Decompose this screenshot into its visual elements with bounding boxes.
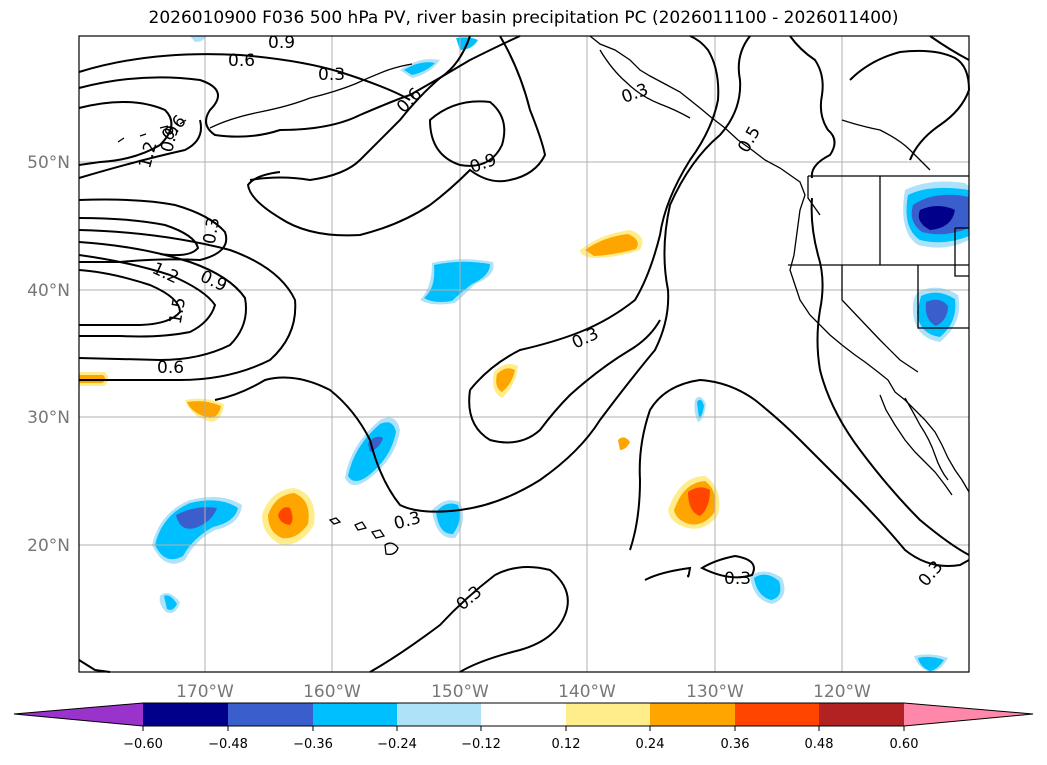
latitude-labels: 50°N 40°N 30°N 20°N [27,153,70,556]
contour-label: 0.3 [200,216,224,246]
contour-label: 0.9 [268,33,295,53]
colorbar-segment [904,703,1033,726]
colorbar-segment [143,703,228,726]
colorbar-tick: −0.60 [123,737,163,752]
colorbar-tick: −0.12 [461,737,501,752]
colorbar-segment [228,703,313,726]
contour-label: 1.5 [166,296,190,326]
colorbar-segment [566,703,650,726]
lon-label: 120°W [813,682,871,702]
lat-label: 50°N [27,153,70,173]
colorbar-tick: −0.24 [377,737,417,752]
map-border [78,35,970,673]
colorbar-segment [650,703,735,726]
lat-label: 30°N [27,408,70,428]
contour-label: 0.3 [724,569,751,589]
colorbar-segment [14,703,143,726]
colorbar-tick: 0.24 [636,737,665,752]
colorbar-tick: 0.48 [805,737,834,752]
lon-label: 150°W [431,682,489,702]
colorbar-tick: 0.60 [890,737,919,752]
coastlines [117,35,970,556]
colorbar-segment [735,703,819,726]
lon-label: 130°W [686,682,744,702]
contour-label: 0.6 [157,358,184,378]
longitude-labels: 170°W 160°W 150°W 140°W 130°W 120°W [176,682,871,702]
colorbar: −0.60 −0.48 −0.36 −0.24 −0.12 0.12 0.24 … [13,702,1034,752]
contour-label: 0.6 [228,51,255,71]
colorbar-tick: 0.36 [721,737,750,752]
colorbar-segment [481,703,566,726]
lat-label: 40°N [27,281,70,301]
lon-label: 140°W [558,682,616,702]
map-title: 2026010900 F036 500 hPa PV, river basin … [148,8,899,28]
lon-label: 170°W [176,682,234,702]
colorbar-segment [313,703,397,726]
colorbar-segment [397,703,481,726]
lon-label: 160°W [303,682,361,702]
colorbar-tick: −0.48 [208,737,248,752]
pv-contours [78,35,971,673]
contour-label: 0.3 [318,65,345,85]
map-panel[interactable]: 0.9 0.6 0.3 0.6 0.6 0.9 1.2 0.9 0.3 0.3 … [78,33,971,673]
lat-label: 20°N [27,536,70,556]
colorbar-tick: −0.36 [293,737,333,752]
colorbar-tick: 0.12 [552,737,581,752]
colorbar-segment [819,703,904,726]
